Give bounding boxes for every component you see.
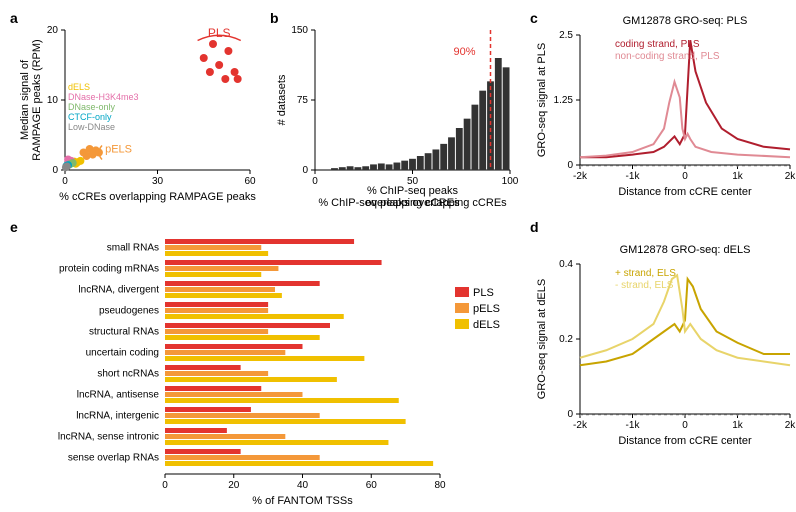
svg-text:protein coding mRNAs: protein coding mRNAs (59, 264, 159, 275)
svg-text:0: 0 (302, 165, 308, 176)
svg-text:pELS: pELS (473, 303, 500, 315)
svg-text:75: 75 (297, 95, 309, 106)
line-c: GM12878 GRO-seq: PLS -2k -1k 0 1k 2k 0 1.25 2.5 D… (530, 10, 796, 210)
scatter-a: 0 30 60 0 10 20 % cCREs overlapping RAMPAGE pe… (10, 10, 260, 210)
svg-text:dELS: dELS (473, 319, 500, 331)
svg-text:90%: 90% (453, 46, 475, 58)
panel-b: b 050100075150% ChIP-seq peaks overlappi… (270, 10, 520, 213)
svg-text:sense overlap RNAs: sense overlap RNAs (68, 453, 159, 464)
svg-text:lncRNA, divergent: lncRNA, divergent (78, 285, 159, 296)
svg-text:1k: 1k (732, 420, 744, 431)
svg-text:% cCREs overlapping RAMPAGE pe: % cCREs overlapping RAMPAGE peaks (59, 191, 256, 203)
svg-text:20: 20 (228, 480, 240, 491)
svg-text:+ strand, ELS: + strand, ELS (615, 268, 676, 279)
panel-e-label: e (10, 219, 18, 235)
svg-text:1.25: 1.25 (554, 95, 574, 106)
svg-text:# datasets: # datasets (276, 74, 288, 125)
panel-e: e 020406080% of FANTOM TSSssmall RNAspro… (10, 219, 520, 502)
svg-text:% ChIP-seq peaksoverlapping cC: % ChIP-seq peaksoverlapping cCREs (365, 185, 460, 209)
panel-b-label: b (270, 10, 279, 26)
svg-text:0.2: 0.2 (559, 334, 573, 345)
svg-text:coding strand, PLS: coding strand, PLS (615, 39, 700, 50)
svg-text:0: 0 (682, 420, 688, 431)
svg-text:short ncRNAs: short ncRNAs (97, 369, 159, 380)
svg-text:-2k: -2k (573, 420, 588, 431)
svg-text:lncRNA, sense intronic: lncRNA, sense intronic (58, 432, 159, 443)
hist-b: 050100075150% ChIP-seq peaks overlapping… (270, 10, 520, 210)
svg-text:-1k: -1k (626, 420, 641, 431)
svg-text:- strand, ELS: - strand, ELS (615, 280, 674, 291)
svg-text:Distance from cCRE center: Distance from cCRE center (618, 435, 752, 447)
svg-text:1k: 1k (732, 171, 744, 182)
svg-text:150: 150 (291, 25, 308, 36)
panel-c: c GM12878 GRO-seq: PLS -2k -1k 0 1k 2k 0 1.25 2.… (530, 10, 796, 213)
svg-text:20: 20 (47, 25, 59, 36)
svg-text:lncRNA, intergenic: lncRNA, intergenic (76, 411, 159, 422)
svg-text:60: 60 (366, 480, 378, 491)
svg-text:0: 0 (682, 171, 688, 182)
svg-text:0: 0 (312, 176, 318, 187)
svg-text:GRO-seq signal at dELS: GRO-seq signal at dELS (536, 279, 548, 399)
svg-text:lncRNA, antisense: lncRNA, antisense (77, 390, 160, 401)
svg-text:dELS: dELS (68, 82, 90, 92)
svg-text:Distance from cCRE center: Distance from cCRE center (618, 186, 752, 198)
svg-text:small RNAs: small RNAs (107, 243, 159, 254)
svg-text:10: 10 (47, 95, 59, 106)
panel-a: a 0 30 60 0 10 20 % cCREs overlapping RAMPAGE … (10, 10, 260, 213)
svg-text:DNase-only: DNase-only (68, 102, 116, 112)
svg-text:Median signal ofRAMPAGE peaks: Median signal ofRAMPAGE peaks (RPM) (19, 39, 43, 160)
svg-text:0.4: 0.4 (559, 259, 573, 270)
svg-text:0: 0 (52, 165, 58, 176)
svg-text:PLS: PLS (473, 287, 494, 299)
svg-text:structural RNAs: structural RNAs (89, 327, 159, 338)
svg-text:GRO-seq signal at PLS: GRO-seq signal at PLS (536, 43, 548, 157)
bar-e: 020406080% of FANTOM TSSssmall RNAsprote… (10, 219, 520, 499)
svg-text:-2k: -2k (573, 171, 588, 182)
svg-text:pseudogenes: pseudogenes (99, 306, 159, 317)
svg-text:2k: 2k (785, 420, 796, 431)
svg-text:0: 0 (62, 176, 68, 187)
svg-text:CTCF-only: CTCF-only (68, 112, 112, 122)
line-d: GM12878 GRO-seq: dELS -2k -1k 0 1k 2k 0 0.2 0.4 D… (530, 219, 796, 499)
svg-text:Low-DNase: Low-DNase (68, 122, 115, 132)
svg-text:GM12878 GRO-seq: dELS: GM12878 GRO-seq: dELS (620, 244, 751, 256)
svg-text:GM12878 GRO-seq: PLS: GM12878 GRO-seq: PLS (623, 15, 748, 27)
svg-text:PLS: PLS (208, 26, 231, 40)
svg-text:% of FANTOM TSSs: % of FANTOM TSSs (252, 495, 353, 507)
svg-text:60: 60 (244, 176, 256, 187)
panel-a-label: a (10, 10, 18, 26)
svg-text:pELS: pELS (105, 144, 132, 156)
panel-d: d GM12878 GRO-seq: dELS -2k -1k 0 1k 2k 0 0.2 0.… (530, 219, 796, 502)
svg-text:30: 30 (152, 176, 164, 187)
svg-text:non-coding strand, PLS: non-coding strand, PLS (615, 51, 720, 62)
svg-text:100: 100 (502, 176, 519, 187)
svg-text:DNase-H3K4me3: DNase-H3K4me3 (68, 92, 139, 102)
svg-text:2.5: 2.5 (559, 30, 573, 41)
svg-text:2k: 2k (785, 171, 796, 182)
svg-text:0: 0 (567, 409, 573, 420)
svg-text:0: 0 (567, 160, 573, 171)
svg-text:uncertain coding: uncertain coding (86, 348, 159, 359)
panel-d-label: d (530, 219, 539, 235)
svg-text:-1k: -1k (626, 171, 641, 182)
svg-text:0: 0 (162, 480, 168, 491)
svg-text:80: 80 (434, 480, 446, 491)
svg-text:40: 40 (297, 480, 309, 491)
panel-c-label: c (530, 10, 538, 26)
